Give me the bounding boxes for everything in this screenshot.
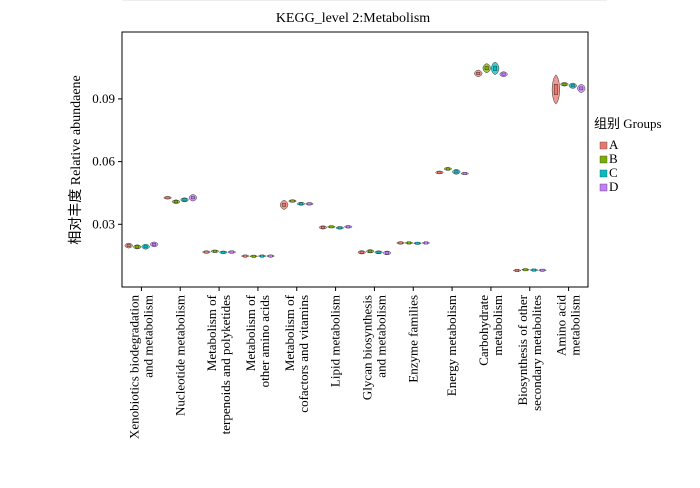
y-tick-label: 0.09 [92, 91, 115, 106]
x-category-label: Nucleotide metabolism [172, 295, 187, 416]
violin-box-C [260, 254, 264, 258]
violin-box-D [346, 225, 351, 229]
violin-box-D [152, 242, 156, 246]
violin-box-D [424, 241, 428, 245]
violin-box-A [437, 171, 442, 174]
violin-box-B [484, 66, 489, 70]
x-category-label: secondary metabolites [529, 295, 544, 411]
violin-box-B [251, 254, 256, 258]
legend-title: 组别 Groups [594, 116, 662, 131]
violin-box-D [190, 196, 195, 200]
violin-box-B [523, 268, 528, 272]
violin-box-B [329, 225, 334, 229]
x-category-label: Xenobiotics biodegradation [126, 295, 141, 440]
violin-box-B [174, 200, 178, 204]
x-category-label: other amino acids [257, 295, 272, 387]
x-category-label: metabolism [490, 295, 505, 356]
x-category-label: Glycan biosynthesis [359, 295, 374, 400]
x-category-label: and metabolism [140, 295, 155, 378]
violin-layer [124, 61, 586, 272]
legend-swatch-C [599, 169, 608, 178]
x-category-label: and metabolism [373, 295, 388, 378]
legend-label-A: A [609, 137, 619, 152]
violin-box-A [398, 241, 403, 245]
violin-box-B [562, 82, 567, 86]
violin-box-A [321, 225, 325, 229]
x-category-label: Biosynthesis of other [515, 294, 530, 405]
violin-box-A [554, 83, 558, 95]
violin-box-C [493, 65, 497, 71]
violin-box-C [221, 250, 226, 254]
legend-swatch-D [599, 183, 608, 192]
x-category-label: Metabolism of [204, 294, 219, 371]
chart-title: KEGG_level 2:Metabolism [276, 11, 430, 26]
violin-box-B [290, 199, 295, 203]
y-tick-label: 0.03 [92, 216, 115, 231]
violin-box-D [540, 268, 545, 272]
x-category-label: Carbohydrate [476, 295, 491, 366]
legend-label-D: D [609, 179, 618, 194]
legend-label-C: C [609, 165, 618, 180]
legend-swatch-B [599, 155, 608, 164]
violin-box-D [268, 254, 273, 258]
legend-swatch-A [599, 141, 608, 150]
violin-box-D [462, 172, 467, 175]
violin-box-A [204, 250, 209, 254]
violin-box-B [407, 241, 411, 245]
x-category-label: terpenoids and polyketides [218, 295, 233, 434]
violin-box-C [532, 268, 536, 272]
y-tick-label: 0.06 [92, 154, 115, 169]
x-axis: Xenobiotics biodegradation and metabolism… [126, 287, 583, 440]
violin-box-B [135, 245, 140, 249]
violin-box-D [501, 72, 506, 76]
violin-box-C [299, 202, 303, 206]
x-category-label: Metabolism of [243, 294, 258, 371]
violin-box-C [182, 198, 187, 202]
violin-box-C [415, 241, 420, 245]
violin-box-C [376, 250, 381, 254]
violin-box-D [385, 251, 389, 255]
violin-box-B [368, 249, 373, 253]
x-category-label: Energy metabolism [444, 295, 459, 396]
y-axis: 0.03 0.06 0.09 [92, 91, 122, 231]
legend-label-B: B [609, 151, 618, 166]
violin-box-A [515, 269, 520, 272]
x-category-label: Lipid metabolism [328, 295, 343, 387]
y-axis-title: 相对丰度 Relative abundaene [68, 75, 84, 245]
x-category-label: cofactors and vitamins [296, 295, 311, 413]
violin-box-D [579, 86, 584, 91]
violin-box-C [570, 84, 575, 88]
x-category-label: Metabolism of [282, 294, 297, 371]
violin-box-A [282, 202, 286, 207]
violin-box-C [143, 245, 148, 249]
x-category-label: Amino acid [554, 295, 569, 357]
violin-box-D [229, 250, 234, 254]
x-category-label: Enzyme families [405, 295, 420, 383]
x-category-label: metabolism [568, 295, 583, 356]
violin-box-A [243, 254, 248, 258]
violin-box-A [126, 244, 131, 247]
violin-box-A [165, 196, 170, 200]
violin-box-D [307, 202, 312, 206]
violin-box-B [446, 167, 450, 171]
violin-box-B [212, 249, 217, 253]
plot-panel-frame [121, 31, 589, 288]
violin-box-A [359, 250, 364, 254]
violin-box-A [476, 71, 481, 75]
violin-box-C [337, 226, 342, 230]
violin-box-C [454, 170, 459, 174]
